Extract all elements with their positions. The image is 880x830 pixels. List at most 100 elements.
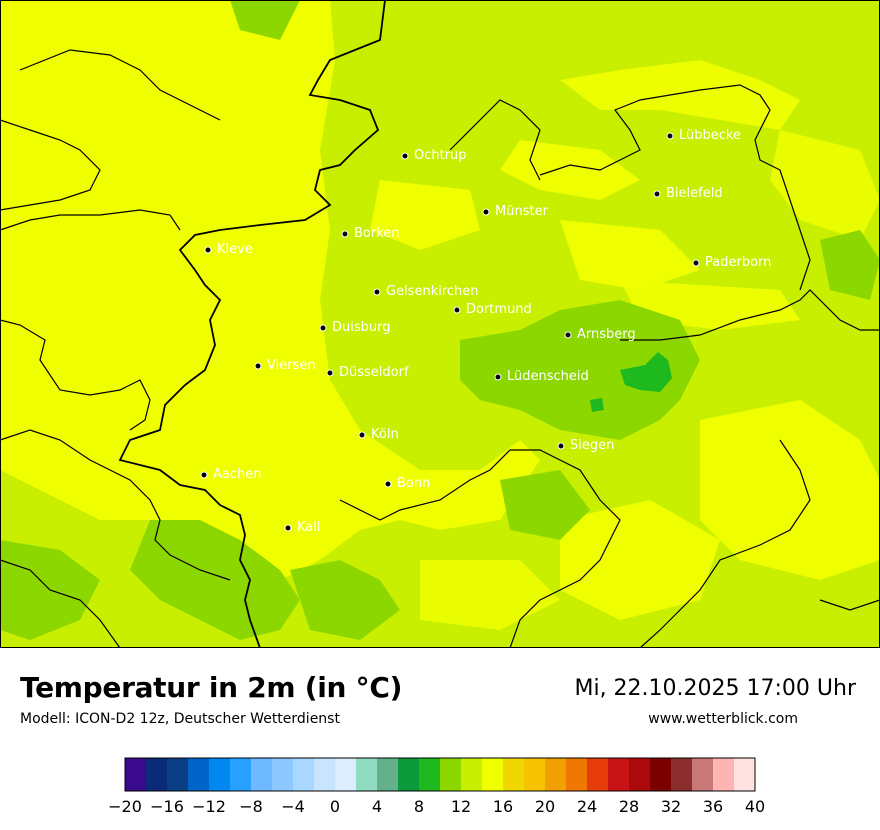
legend-color-cell [125, 758, 147, 791]
temperature-zone-cool [0, 0, 880, 640]
legend-color-cell [587, 758, 609, 791]
city-label: Paderborn [705, 255, 771, 270]
legend-color-cell [650, 758, 672, 791]
city-koeln: Köln [358, 427, 399, 442]
model-info: Modell: ICON-D2 12z, Deutscher Wetterdie… [20, 711, 340, 727]
city-luedenscheid: Lüdenscheid [494, 369, 589, 384]
legend-tick-label: 20 [535, 797, 555, 816]
legend-tick-label: 4 [372, 797, 382, 816]
state-border [0, 119, 101, 211]
city-dortmund: Dortmund [453, 302, 532, 317]
city-label: Kleve [217, 242, 253, 257]
city-label: Aachen [213, 467, 261, 482]
legend-color-cell [272, 758, 294, 791]
temperature-zone-cold [590, 352, 672, 412]
state-border [339, 449, 621, 648]
legend-tick-label: 16 [493, 797, 513, 816]
legend-color-cell [461, 758, 483, 791]
city-siegen: Siegen [557, 438, 614, 453]
color-legend: −20 −16 −12 −8 −4 0 4 8 12 16 20 24 28 32 36 40 [108, 757, 765, 816]
city-bielefeld: Bielefeld [653, 186, 723, 201]
city-label: Düsseldorf [339, 365, 409, 380]
city-label: Siegen [570, 438, 614, 453]
city-bonn: Bonn [384, 476, 430, 491]
legend-tick-label: 32 [661, 797, 681, 816]
city-label: Borken [354, 226, 400, 241]
legend-color-cell [713, 758, 735, 791]
legend-color-cell [293, 758, 315, 791]
legend-tick-label: 36 [703, 797, 723, 816]
city-kleve: Kleve [204, 242, 253, 257]
legend-tick-label: −16 [150, 797, 184, 816]
city-viersen: Viersen [254, 358, 316, 373]
legend-frame [124, 757, 756, 792]
legend-color-cell [608, 758, 630, 791]
legend-tick-label: −8 [239, 797, 263, 816]
legend-color-cell [692, 758, 714, 791]
legend-tick-label: −12 [192, 797, 226, 816]
city-luebbecke: Lübbecke [666, 128, 741, 143]
state-border [19, 49, 221, 121]
state-border [0, 429, 231, 581]
legend-tick-label: 12 [451, 797, 471, 816]
city-label: Duisburg [332, 320, 391, 335]
legend-color-cell [440, 758, 462, 791]
city-kall: Kall [284, 520, 321, 535]
legend-color-cell [503, 758, 525, 791]
legend-color-cell [671, 758, 693, 791]
city-label: Münster [495, 204, 549, 219]
legend-tick-label: −20 [108, 797, 142, 816]
legend-tick-label: 8 [414, 797, 424, 816]
legend-color-cell [335, 758, 357, 791]
city-muenster: Münster [482, 204, 549, 219]
city-label: Lübbecke [679, 128, 741, 143]
state-border [539, 84, 811, 291]
map-title: Temperatur in 2m (in °C) [20, 671, 403, 704]
legend-color-cell [251, 758, 273, 791]
legend-color-cell [356, 758, 378, 791]
legend-color-cell [146, 758, 168, 791]
legend-color-cell [398, 758, 420, 791]
legend-tick-labels: −20 −16 −12 −8 −4 0 4 8 12 16 20 24 28 32 36 40 [108, 797, 765, 816]
legend-color-cell [545, 758, 567, 791]
city-label: Gelsenkirchen [386, 284, 479, 299]
legend-color-cell [482, 758, 504, 791]
website-link[interactable]: www.wetterblick.com [648, 711, 798, 727]
state-border [0, 209, 181, 231]
legend-color-cell [167, 758, 189, 791]
legend-tick-label: 0 [330, 797, 340, 816]
legend-color-cell [230, 758, 252, 791]
legend-color-cell [734, 758, 756, 791]
temperature-zone-warm [0, 0, 880, 630]
legend-color-cells [125, 758, 756, 791]
state-border [0, 559, 121, 648]
state-border [639, 439, 811, 648]
city-label: Bielefeld [666, 186, 723, 201]
legend-color-cell [209, 758, 231, 791]
city-duesseldorf: Düsseldorf [326, 365, 409, 380]
city-paderborn: Paderborn [692, 255, 771, 270]
temperature-map: Lübbecke Ochtrup Bielefeld Münster Borke… [0, 0, 880, 648]
forecast-datetime: Mi, 22.10.2025 17:00 Uhr [574, 676, 856, 701]
legend-tick-label: −4 [281, 797, 305, 816]
city-aachen: Aachen [200, 467, 261, 482]
city-markers: Lübbecke Ochtrup Bielefeld Münster Borke… [200, 128, 771, 535]
legend-color-cell [566, 758, 588, 791]
legend-tick-label: 28 [619, 797, 639, 816]
border-lines [0, 0, 880, 648]
legend-color-cell [419, 758, 441, 791]
legend-color-cell [188, 758, 210, 791]
city-label: Lüdenscheid [507, 369, 589, 384]
city-label: Bonn [397, 476, 430, 491]
city-gelsenkirchen: Gelsenkirchen [373, 284, 479, 299]
legend-color-cell [629, 758, 651, 791]
state-border [620, 289, 880, 341]
legend-color-cell [524, 758, 546, 791]
state-border [819, 599, 880, 611]
legend-color-cell [377, 758, 399, 791]
city-label: Arnsberg [577, 327, 636, 342]
city-label: Ochtrup [414, 148, 467, 163]
state-border [0, 319, 151, 431]
city-label: Köln [371, 427, 399, 442]
state-border [118, 0, 386, 648]
